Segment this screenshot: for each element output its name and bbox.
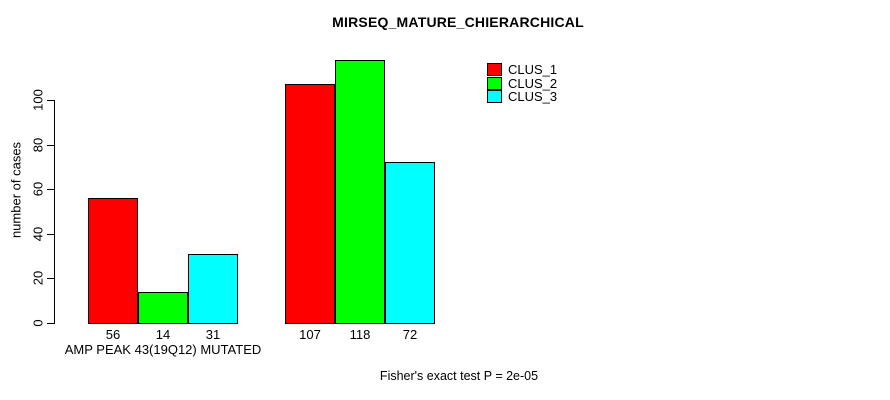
y-tick (47, 234, 55, 235)
y-tick (47, 100, 55, 101)
bar-value-label: 31 (205, 327, 221, 342)
y-tick-label: 60 (30, 181, 46, 197)
bar-value-label: 118 (349, 327, 371, 342)
legend-item: CLUS_2 (487, 75, 558, 91)
y-tick-label: 100 (30, 89, 46, 111)
bar-clus_2 (138, 292, 188, 324)
legend-swatch-clus_2 (487, 76, 502, 90)
y-tick-label: 80 (30, 137, 46, 153)
legend-label: CLUS_2 (508, 75, 558, 91)
legend-label: CLUS_1 (508, 62, 558, 78)
y-tick-label: 20 (30, 270, 46, 286)
legend: CLUS_1 CLUS_2 CLUS_3 (487, 63, 557, 103)
bar-value-label: 14 (155, 327, 171, 342)
fisher-test-annotation: Fisher's exact test P = 2e-05 (379, 369, 539, 383)
x-group-label: AMP PEAK 43(19Q12) MUTATED (64, 342, 262, 357)
y-tick-label: 40 (30, 226, 46, 242)
bar-clus_1 (88, 198, 138, 324)
legend-item: CLUS_1 (487, 62, 558, 78)
bar-clus_3 (385, 162, 435, 324)
legend-swatch-clus_3 (487, 89, 502, 103)
legend-swatch-clus_1 (487, 63, 502, 77)
legend-label: CLUS_3 (508, 88, 558, 104)
y-tick (47, 189, 55, 190)
bar-clus_1 (285, 84, 335, 324)
y-tick (47, 145, 55, 146)
bar-value-label: 107 (299, 327, 321, 342)
bar-clus_2 (335, 60, 385, 324)
chart-title: MIRSEQ_MATURE_CHIERARCHICAL (332, 14, 584, 30)
bar-value-label: 56 (105, 327, 121, 342)
bar-clus_3 (188, 254, 238, 324)
y-tick (47, 323, 55, 324)
y-tick-label: 0 (30, 319, 46, 327)
bar-value-label: 72 (402, 327, 418, 342)
y-tick (47, 278, 55, 279)
legend-item: CLUS_3 (487, 88, 558, 104)
y-axis-line (54, 100, 55, 324)
